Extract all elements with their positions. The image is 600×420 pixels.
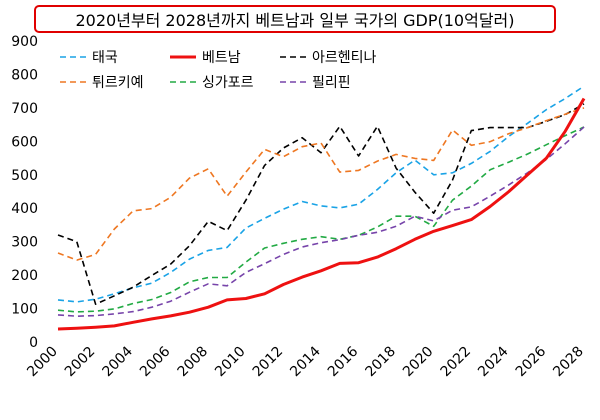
legend-label-튀르키예: 튀르키예 <box>92 75 144 91</box>
y-tick-label-100: 100 <box>11 302 38 318</box>
legend-label-필리핀: 필리핀 <box>312 75 351 91</box>
x-tick-label-2026: 2026 <box>513 343 550 380</box>
y-tick-label-300: 300 <box>11 235 38 251</box>
series-line-아르헨티나 <box>57 103 585 306</box>
x-tick-label-2010: 2010 <box>212 344 249 381</box>
legend-label-싱가포르: 싱가포르 <box>202 75 254 91</box>
y-tick-label-800: 800 <box>11 67 38 83</box>
x-tick-label-2024: 2024 <box>475 343 512 380</box>
legend-label-베트남: 베트남 <box>202 50 241 66</box>
x-tick-label-2004: 2004 <box>99 343 136 380</box>
y-tick-label-0: 0 <box>29 335 38 351</box>
x-tick-label-2014: 2014 <box>287 343 324 380</box>
y-tick-label-500: 500 <box>11 168 38 184</box>
legend-label-태국: 태국 <box>92 50 118 66</box>
y-tick-label-200: 200 <box>11 268 38 284</box>
y-tick-label-400: 400 <box>11 201 38 217</box>
x-tick-label-2022: 2022 <box>438 344 475 381</box>
x-tick-label-2028: 2028 <box>550 344 587 381</box>
x-tick-label-2012: 2012 <box>250 344 287 381</box>
x-tick-label-2008: 2008 <box>175 344 212 381</box>
y-tick-label-900: 900 <box>11 34 38 50</box>
x-tick-label-2006: 2006 <box>137 343 174 380</box>
legend-label-아르헨티나: 아르헨티나 <box>312 50 377 66</box>
series-line-필리핀 <box>57 126 585 318</box>
x-tick-label-2020: 2020 <box>400 344 437 381</box>
series-line-싱가포르 <box>57 126 585 313</box>
x-tick-label-2018: 2018 <box>362 344 399 381</box>
x-tick-label-2002: 2002 <box>62 344 99 381</box>
y-tick-label-600: 600 <box>11 134 38 150</box>
chart-title-text: 2020년부터 2028년까지 베트남과 일부 국가의 GDP(10억달러) <box>75 11 515 30</box>
series-line-베트남 <box>57 97 586 331</box>
x-tick-label-2016: 2016 <box>325 343 362 380</box>
series-line-태국 <box>57 85 585 303</box>
y-tick-label-700: 700 <box>11 101 38 117</box>
chart-title: 2020년부터 2028년까지 베트남과 일부 국가의 GDP(10억달러) <box>34 5 556 33</box>
